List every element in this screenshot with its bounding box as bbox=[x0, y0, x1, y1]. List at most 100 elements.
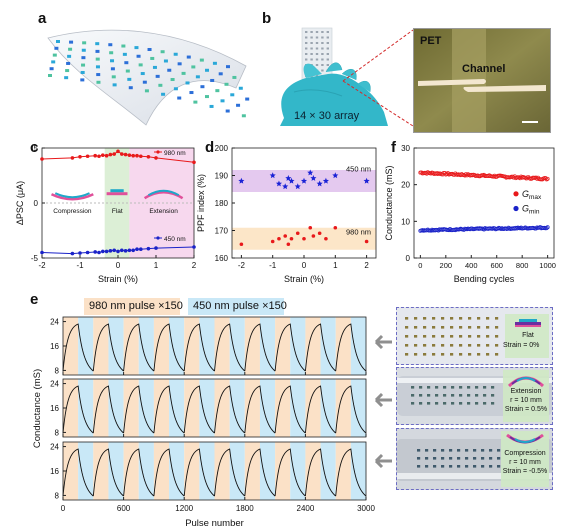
flat-device-icon bbox=[515, 319, 541, 327]
device-cell bbox=[411, 402, 415, 405]
legend-label: G bbox=[522, 204, 529, 214]
device-cell bbox=[441, 326, 445, 329]
data-point bbox=[108, 152, 113, 157]
array-cell bbox=[54, 46, 59, 50]
device-cell bbox=[483, 386, 487, 389]
extension-device-icon bbox=[507, 376, 545, 388]
extension-device-layer bbox=[147, 189, 180, 197]
array-cell bbox=[128, 86, 133, 90]
x-tick-label: 0 bbox=[418, 261, 422, 270]
array-cell bbox=[81, 48, 86, 52]
device-cell bbox=[423, 353, 427, 356]
x-tick-label: 1800 bbox=[236, 504, 254, 513]
data-point-450 bbox=[307, 169, 314, 176]
array-cell bbox=[112, 83, 117, 87]
device-cell bbox=[465, 457, 469, 460]
chart-e: 8 16 24 8 16 24 8 16 24 0 600 1200 1800 2400 3000 Pulse… bbox=[32, 316, 375, 529]
device-cell bbox=[486, 335, 490, 338]
arrows bbox=[374, 334, 392, 469]
array-cell bbox=[167, 68, 172, 72]
device-cell bbox=[450, 326, 454, 329]
array-cell bbox=[326, 31, 329, 33]
device-cell bbox=[486, 353, 490, 356]
array-cell bbox=[321, 36, 324, 39]
device-cell bbox=[450, 335, 454, 338]
data-point bbox=[459, 172, 464, 177]
array-cell bbox=[305, 53, 308, 55]
x-tick-label: 0 bbox=[61, 504, 66, 513]
band-450 bbox=[108, 379, 124, 437]
array-cell bbox=[326, 64, 329, 66]
array-cell bbox=[81, 63, 86, 67]
device-cell bbox=[481, 449, 485, 452]
band-980 bbox=[275, 379, 291, 437]
x-tick-label: 3000 bbox=[357, 504, 375, 513]
device-cell bbox=[435, 402, 439, 405]
array-cell bbox=[199, 58, 204, 62]
band-450 bbox=[229, 317, 245, 375]
array-cell bbox=[305, 31, 308, 33]
data-point-450 bbox=[282, 183, 289, 190]
device-cell bbox=[432, 353, 436, 356]
data-point bbox=[120, 248, 124, 253]
band-980 bbox=[335, 379, 351, 437]
data-point bbox=[97, 250, 101, 255]
band-980 bbox=[123, 317, 139, 375]
band-450 bbox=[290, 317, 306, 375]
array-cell bbox=[212, 61, 217, 65]
chart-d: 450 nm 980 nm -2 -1 0 1 2 160 170 180 190 200 Strain… bbox=[196, 144, 377, 284]
array-cell bbox=[181, 71, 186, 75]
y-tick-label: 180 bbox=[215, 199, 229, 208]
array-cell bbox=[173, 87, 178, 91]
band-980 bbox=[244, 317, 260, 375]
band-450 bbox=[229, 379, 245, 437]
band-450 bbox=[259, 317, 276, 375]
band-980 bbox=[153, 442, 170, 500]
array-cell bbox=[110, 67, 115, 71]
array-cell bbox=[315, 31, 319, 33]
device-cell bbox=[427, 386, 431, 389]
extension-device-icon bbox=[143, 190, 184, 200]
array-cell bbox=[326, 47, 329, 50]
array-cell bbox=[95, 42, 100, 46]
device-cell bbox=[468, 317, 472, 320]
array-cell bbox=[142, 80, 147, 84]
data-point bbox=[131, 248, 135, 253]
array-cell bbox=[111, 75, 116, 79]
array-cell bbox=[205, 68, 210, 72]
x-tick-label: 1 bbox=[154, 261, 159, 270]
data-point bbox=[70, 156, 75, 160]
array-cell bbox=[315, 58, 319, 61]
array-cell bbox=[95, 65, 100, 69]
array-cell bbox=[81, 56, 86, 60]
device-cell bbox=[481, 465, 485, 468]
chart-c: Compression Flat Extension 980 nm 450 nm -2 -1… bbox=[15, 144, 197, 284]
device-cell bbox=[432, 317, 436, 320]
data-point-980 bbox=[333, 225, 338, 230]
array-cell bbox=[150, 56, 155, 60]
region-label-extension: Extension bbox=[149, 208, 178, 215]
array-cell bbox=[136, 54, 141, 58]
pet-label: PET bbox=[420, 35, 442, 47]
array-cell bbox=[193, 100, 198, 104]
array-cell bbox=[80, 78, 85, 82]
array-cell bbox=[215, 89, 220, 93]
device-cell bbox=[417, 449, 421, 452]
data-point bbox=[40, 250, 44, 255]
legend-label: 450 nm bbox=[164, 236, 186, 243]
data-point-450 bbox=[300, 177, 308, 184]
device-cell bbox=[432, 326, 436, 329]
y-tick-label: 200 bbox=[215, 144, 229, 153]
data-point bbox=[545, 225, 550, 230]
device-cell bbox=[497, 449, 501, 452]
array-cell bbox=[305, 47, 308, 50]
extension-title: Extension bbox=[510, 388, 542, 395]
device-cell bbox=[491, 402, 495, 405]
array-cell bbox=[232, 75, 237, 79]
device-cell bbox=[441, 335, 445, 338]
device-cell bbox=[475, 394, 479, 397]
data-point-980 bbox=[302, 236, 306, 241]
compression-device-icon bbox=[50, 193, 94, 201]
array-cell bbox=[191, 65, 196, 69]
region-label-flat: Flat bbox=[112, 208, 123, 215]
